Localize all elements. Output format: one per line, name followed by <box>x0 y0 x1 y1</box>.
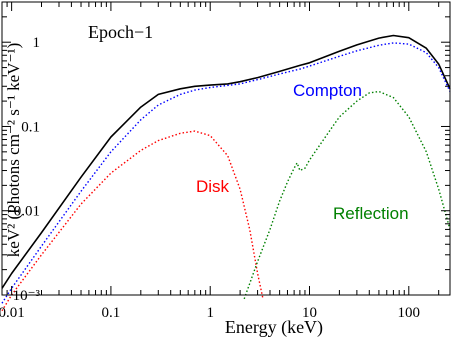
x-tick-label: 0.1 <box>102 305 121 321</box>
series-line-compton <box>1 42 451 304</box>
y-tick-label: 10⁻³ <box>13 288 41 304</box>
y-tick-label: 0.01 <box>14 204 40 220</box>
plot-frame <box>1 1 451 296</box>
x-tick-label: 0.01 <box>0 305 25 321</box>
epoch-annotation: Epoch−1 <box>88 22 153 42</box>
label-compton: Compton <box>293 81 362 100</box>
series-line-reflection <box>243 90 451 300</box>
label-reflection: Reflection <box>333 204 409 223</box>
x-axis-ticks: 0.01 0.1 1 10 100 <box>0 2 440 321</box>
series-line-total <box>1 34 451 289</box>
x-tick-label: 1 <box>206 305 214 321</box>
series-line-disk <box>1 130 264 312</box>
y-tick-label: 1 <box>33 35 41 51</box>
x-axis-label: Energy (keV) <box>225 317 323 338</box>
y-axis-ticks: 10⁻³ 0.01 0.1 1 <box>2 1 450 304</box>
label-disk: Disk <box>196 177 230 196</box>
series-curves <box>1 34 451 312</box>
x-tick-label: 100 <box>398 305 421 321</box>
y-tick-label: 0.1 <box>21 119 40 135</box>
y-axis-label: keV² (Photons cm⁻² s⁻¹ keV⁻¹) <box>4 43 23 257</box>
x-tick-label: 10 <box>302 305 317 321</box>
